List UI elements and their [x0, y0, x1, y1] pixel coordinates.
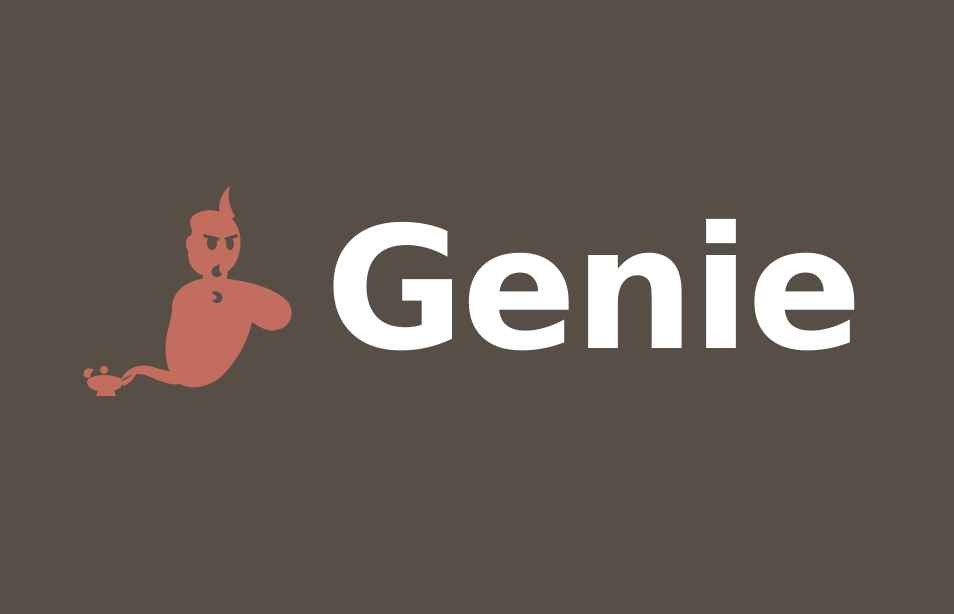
- brand-wordmark: Genie: [325, 191, 862, 389]
- genie-lamp-icon: [80, 180, 295, 405]
